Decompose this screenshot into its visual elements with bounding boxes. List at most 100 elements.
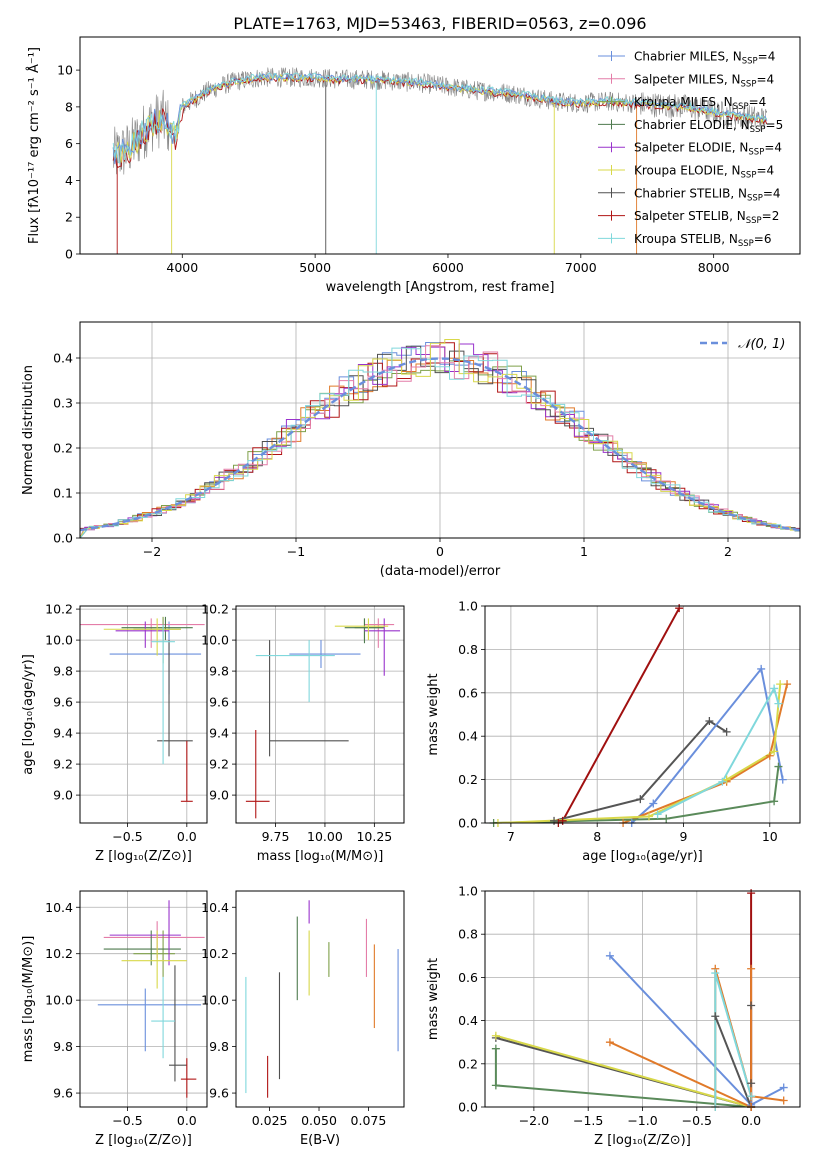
x-tick-label: 10.25 <box>356 829 392 844</box>
y-tick-label: 1.0 <box>458 884 478 899</box>
y-tick-label: 10 <box>57 63 73 78</box>
data-point-marker <box>705 717 714 726</box>
data-point-marker <box>747 889 756 898</box>
data-point-marker <box>747 964 756 973</box>
y-tick-label: 0.8 <box>458 927 478 942</box>
legend-label: Kroupa ELODIE, NSSP=4 <box>634 164 774 181</box>
x-tick-label: −0.5 <box>112 829 142 844</box>
y-tick-label: 9.6 <box>209 1086 229 1101</box>
legend-label-text: Chabrier MILES, N <box>634 50 742 64</box>
y-tick-label: 0.0 <box>458 816 478 831</box>
observed-spectrum-line <box>112 67 768 175</box>
mass-weight-line <box>609 1041 752 1107</box>
x-axis-label: wavelength [Angstrom, rest frame] <box>326 280 555 295</box>
data-point-marker <box>605 951 614 960</box>
x-tick-label: −1.5 <box>573 1113 603 1128</box>
data-point-marker <box>778 775 787 784</box>
y-axis-label: mass [log₁₀(M/M⊙)] <box>21 936 36 1063</box>
x-axis-label: Z [log₁₀(Z/Z⊙)] <box>594 1133 691 1148</box>
plot-frame <box>79 890 208 1108</box>
x-tick-label: −2 <box>143 544 161 559</box>
residuals-marks <box>80 339 800 538</box>
legend-label-subscript: SSP <box>746 216 762 226</box>
x-axis-label: Z [log₁₀(Z/Z⊙)] <box>95 849 192 864</box>
data-point-marker <box>649 799 658 808</box>
data-point-marker <box>770 684 779 693</box>
mass_weight_vs_Z-plot: −2.0 −1.5 −1.0 −0.5 0.0 0.0 0.2 0.4 0.6 0.8 1.0 Z [… <box>426 884 801 1148</box>
y-tick-label: 9.8 <box>53 664 73 679</box>
y-tick-label: 10.0 <box>201 633 229 648</box>
x-axis-label: Z [log₁₀(Z/Z⊙)] <box>95 1133 192 1148</box>
x-tick-label: −1 <box>287 544 305 559</box>
x-tick-label: 0.025 <box>252 1113 288 1128</box>
y-tick-label: 2 <box>65 210 73 225</box>
legend-label: Salpeter STELIB, NSSP=2 <box>634 209 779 226</box>
y-tick-label: 0.8 <box>458 642 478 657</box>
y-tick-label: 0.2 <box>458 1056 478 1071</box>
y-tick-label: 0.3 <box>53 396 73 411</box>
y-tick-label: 10.2 <box>45 602 73 617</box>
data-point-marker <box>747 1079 756 1088</box>
legend-label: 𝒩(0, 1) <box>738 337 785 352</box>
legend-label: Kroupa MILES, NSSP=4 <box>634 95 766 112</box>
x-tick-label: 8 <box>593 829 601 844</box>
data-point-marker <box>711 1012 720 1021</box>
y-tick-label: 9.0 <box>53 788 73 803</box>
salpeter-stelib-model-line <box>112 74 768 169</box>
chabrier-miles-model-line <box>112 72 768 165</box>
y-tick-label: 0.0 <box>53 531 73 546</box>
y-tick-label: 10.0 <box>45 633 73 648</box>
y-tick-label: 1.0 <box>458 599 478 614</box>
data-point-marker <box>779 1096 788 1105</box>
mass-weight-line <box>553 719 728 822</box>
x-tick-label: 5000 <box>299 260 331 275</box>
data-point-marker <box>779 1083 788 1092</box>
legend-label-subscript: SSP <box>741 171 757 181</box>
y-axis-label: age [log₁₀(age/yr)] <box>21 654 36 775</box>
y-axis-label: Normed distribution <box>21 365 36 495</box>
plot-frame <box>79 605 208 824</box>
mass-weight-line <box>714 968 784 1107</box>
legend-label-subscript: SSP <box>748 148 764 158</box>
mass_weight_vs_age-plot: 7 8 9 10 0.0 0.2 0.4 0.6 0.8 1.0 age [log₁₀(age/yr… <box>426 599 801 864</box>
data-point-marker <box>783 680 792 689</box>
x-tick-label: 7000 <box>565 260 597 275</box>
y-tick-label: 0.4 <box>53 351 73 366</box>
plot-frame <box>79 321 801 539</box>
data-point-marker <box>757 664 766 673</box>
y-tick-label: 9.4 <box>53 726 73 741</box>
mass-weight-line <box>622 683 789 823</box>
legend-label-subscript: SSP <box>750 125 766 135</box>
legend-label-value: =4 <box>763 186 781 200</box>
data-point-marker <box>774 762 783 771</box>
y-tick-label: 0 <box>65 247 73 262</box>
mass_vs_EBV-plot: 0.025 0.050 0.075 9.6 9.8 10.0 10.2 10.4 E(B-V) <box>201 890 405 1148</box>
data-point-marker <box>776 680 785 689</box>
x-tick-label: 6000 <box>432 260 464 275</box>
data-point-marker <box>722 727 731 736</box>
y-tick-label: 10.2 <box>201 946 229 961</box>
legend-label-value: =5 <box>766 118 784 132</box>
mass-weight-line <box>657 685 780 816</box>
data-point-marker <box>765 751 774 760</box>
legend-label-text: Kroupa STELIB, N <box>634 232 738 246</box>
kroupa-stelib-histogram <box>80 347 800 538</box>
x-tick-label: 9 <box>680 829 688 844</box>
figure-title: PLATE=1763, MJD=53463, FIBERID=0563, z=0… <box>233 14 646 33</box>
data-point-marker <box>675 604 684 613</box>
data-point-marker <box>491 1044 500 1053</box>
legend-label-text: Salpeter ELODIE, N <box>634 141 748 155</box>
mass_weight_vs_Z-marks <box>494 893 785 1107</box>
x-tick-label: 0.075 <box>351 1113 387 1128</box>
data-point-marker <box>711 969 720 978</box>
x-tick-label: −0.5 <box>112 1113 142 1128</box>
data-point-marker <box>491 1031 500 1040</box>
y-tick-label: 0.2 <box>458 772 478 787</box>
x-tick-label: −0.5 <box>682 1113 712 1128</box>
legend-label-value: =2 <box>762 209 780 223</box>
legend-label-text: Salpeter MILES, N <box>634 72 741 86</box>
y-tick-label: 10.2 <box>201 602 229 617</box>
legend-label: Chabrier MILES, NSSP=4 <box>634 50 775 67</box>
x-tick-label: 8000 <box>698 260 730 275</box>
data-point-marker <box>747 1092 756 1101</box>
